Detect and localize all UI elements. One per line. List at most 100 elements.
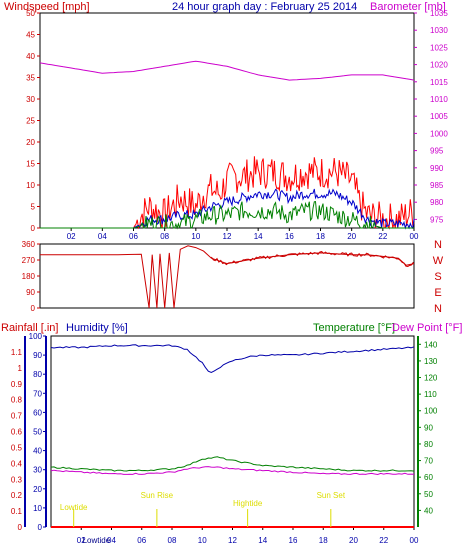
wind-x-tick-label: 04 — [98, 232, 107, 241]
rain-tick-label: 0 — [18, 523, 23, 532]
rain-tick-label: 0.1 — [11, 507, 23, 516]
rain-tick-label: 1 — [18, 364, 23, 373]
event-annotation: Sun Rise — [141, 491, 174, 500]
wind-x-tick-label: 10 — [191, 232, 200, 241]
wind-tick-label: 20 — [26, 138, 35, 147]
wind-tick-label: 10 — [26, 181, 35, 190]
wind-tick-label: 30 — [26, 95, 35, 104]
direction-tick-label: 360 — [22, 240, 36, 249]
compass-label: N — [434, 239, 442, 251]
humidity-tick-label: 60 — [33, 408, 42, 417]
rain-tick-label: 0.5 — [11, 443, 23, 452]
humidity-tick-label: 50 — [33, 428, 42, 437]
rain-tick-label: 1.1 — [11, 348, 23, 357]
humidity-tick-label: 70 — [33, 389, 42, 398]
wind-x-tick-label: 16 — [285, 232, 294, 241]
humidity-tick-label: 0 — [38, 523, 43, 532]
climate-x-tick-label: 18 — [319, 536, 328, 545]
barometer-tick-label: 980 — [430, 198, 444, 207]
climate-x-tick-label: 20 — [349, 536, 358, 545]
temperature-tick-label: 100 — [424, 407, 438, 416]
event-annotation: Sun Set — [317, 491, 346, 500]
barometer-tick-label: 1015 — [430, 78, 448, 87]
temperature-tick-label: 110 — [424, 390, 437, 399]
climate-x-tick-label: 08 — [168, 536, 177, 545]
bottom-tide-marker: Lowtide — [83, 536, 111, 545]
humidity-tick-label: 30 — [33, 466, 42, 475]
wind-panel-frame — [39, 12, 415, 229]
climate-x-tick-label: 04 — [107, 536, 116, 545]
temperature-axis-title: Temperature [°F] — [313, 322, 395, 334]
wind-tick-label: 35 — [26, 74, 35, 83]
climate-series-temperature — [50, 456, 415, 472]
temperature-tick-label: 40 — [424, 506, 433, 515]
barometer-tick-label: 1020 — [430, 61, 448, 70]
barometer-tick-label: 1000 — [430, 129, 448, 138]
wind-x-tick-label: 02 — [67, 232, 76, 241]
temperature-tick-label: 140 — [424, 340, 438, 349]
rain-tick-label: 0.7 — [11, 412, 23, 421]
wind-series-low — [40, 201, 414, 230]
barometer-tick-label: 1030 — [430, 26, 448, 35]
barometer-tick-label: 990 — [430, 164, 444, 173]
barometer-tick-label: 1035 — [430, 9, 448, 18]
climate-x-tick-label: 00 — [410, 536, 419, 545]
barometer-axis-title: Barometer [mb] — [370, 1, 446, 13]
temperature-tick-label: 60 — [424, 473, 433, 482]
wind-x-tick-label: 12 — [223, 232, 232, 241]
wind-tick-label: 5 — [31, 203, 36, 212]
wind-x-tick-label: 08 — [160, 232, 169, 241]
climate-x-tick-label: 14 — [258, 536, 267, 545]
barometer-series-line — [39, 60, 415, 81]
barometer-tick-label: 1010 — [430, 95, 448, 104]
direction-panel-frame — [39, 243, 415, 309]
rain-tick-label: 0.9 — [11, 380, 23, 389]
event-annotation: Lowtide — [60, 503, 88, 512]
rain-tick-label: 0.8 — [11, 396, 23, 405]
wind-tick-label: 50 — [26, 9, 35, 18]
wind-axis-title: Windspeed [mph] — [4, 1, 90, 13]
wind-x-tick-label: 14 — [254, 232, 263, 241]
temperature-tick-label: 120 — [424, 374, 438, 383]
climate-x-tick-label: 06 — [137, 536, 146, 545]
wind-x-tick-label: 18 — [316, 232, 325, 241]
direction-series-line — [40, 245, 415, 309]
event-annotation: Hightide — [233, 499, 263, 508]
climate-panel-frame — [50, 335, 415, 528]
rain-tick-label: 0.3 — [11, 475, 23, 484]
wind-x-tick-label: 06 — [129, 232, 138, 241]
rain-tick-label: 0.2 — [11, 491, 23, 500]
graph-title: 24 hour graph day : February 25 2014 — [172, 1, 357, 13]
temperature-tick-label: 90 — [424, 423, 433, 432]
climate-x-tick-label: 22 — [379, 536, 388, 545]
climate-x-tick-label: 10 — [198, 536, 207, 545]
barometer-tick-label: 985 — [430, 181, 444, 190]
wind-tick-label: 45 — [26, 31, 35, 40]
rain-tick-label: 0.4 — [11, 459, 23, 468]
wind-tick-label: 25 — [26, 117, 35, 126]
wind-tick-label: 40 — [26, 52, 35, 61]
wind-tick-label: 0 — [31, 224, 36, 233]
climate-series-humidity — [50, 344, 415, 374]
humidity-tick-label: 80 — [33, 370, 42, 379]
direction-tick-label: 270 — [22, 256, 36, 265]
rain-tick-label: 0.6 — [11, 428, 23, 437]
temperature-tick-label: 130 — [424, 357, 438, 366]
temperature-tick-label: 80 — [424, 440, 433, 449]
direction-tick-label: 0 — [31, 304, 36, 313]
compass-label: E — [434, 287, 441, 299]
compass-label: W — [433, 255, 444, 267]
wind-tick-label: 15 — [26, 160, 35, 169]
barometer-tick-label: 995 — [430, 147, 444, 156]
barometer-tick-label: 1025 — [430, 43, 448, 52]
wind-x-tick-label: 22 — [378, 232, 387, 241]
temperature-tick-label: 70 — [424, 457, 433, 466]
barometer-tick-label: 1005 — [430, 112, 448, 121]
humidity-tick-label: 100 — [29, 332, 43, 341]
humidity-axis-title: Humidity [%] — [66, 322, 128, 334]
rainfall-axis-title: Rainfall [.in] — [1, 322, 58, 334]
direction-series-detail — [210, 251, 414, 268]
temperature-tick-label: 50 — [424, 490, 433, 499]
